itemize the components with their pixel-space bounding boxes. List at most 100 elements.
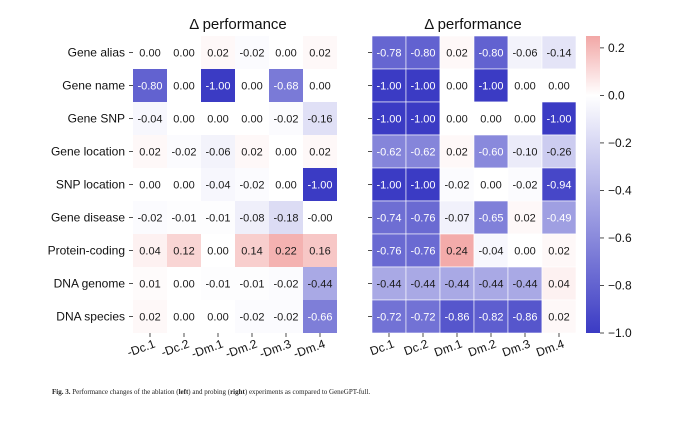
left-cell-value: 0.12 [173,246,194,258]
left-cell [167,300,201,333]
colorbar-tick-label: −0.4 [608,183,632,197]
left-cell-value: 0.00 [173,48,194,60]
left-cell [269,168,303,201]
left-cell-value: -0.06 [205,147,230,159]
row-label: Gene disease [51,211,125,225]
right-cell [473,200,509,235]
left-cell [269,135,303,168]
right-cell [439,101,475,136]
right-cell-value: -1.00 [410,180,435,192]
colorbar-tick-label: −0.8 [608,278,632,292]
right-cell-value: 0.00 [514,114,535,126]
row-label: DNA genome [54,277,126,291]
left-cell [201,36,235,69]
right-cell [541,35,577,70]
left-cell [167,234,201,267]
row-label: DNA species [56,310,125,324]
caption-text-3: ) experiments as compared to GeneGPT-ful… [244,388,371,396]
left-cell-value: -0.02 [239,312,264,324]
right-cell [541,101,577,136]
right-cell [371,167,407,202]
left-cell-value: 0.00 [275,48,296,60]
left-cell-value: 0.22 [275,246,296,258]
left-cell-value: -1.00 [205,81,230,93]
right-cell-value: -0.26 [546,147,571,159]
left-cell [269,36,303,69]
right-cell [405,233,441,268]
right-cell-value: 0.00 [514,81,535,93]
left-col-label: -Dc.1 [125,337,157,360]
left-cell [133,267,167,300]
left-cell [303,168,337,201]
colorbar-tick-label: −1.0 [608,326,632,340]
right-cell [439,200,475,235]
left-col-label: -Dm.4 [292,337,328,361]
right-col-label: Dm.1 [432,337,464,360]
left-cell-value: -1.00 [307,180,332,192]
left-cell [303,102,337,135]
left-cell [269,234,303,267]
right-cell [541,134,577,169]
figure: Δ performance Δ performance 0.00 0.00 0.02… [48,16,632,361]
colorbar-tick-label: −0.6 [608,231,632,245]
right-cell-value: 0.02 [446,147,467,159]
right-cell-value: -0.10 [512,147,537,159]
left-cell-value: 0.00 [275,180,296,192]
right-cell-value: -0.94 [546,180,571,192]
right-cell-value: -0.62 [376,147,401,159]
right-col-label: Dc.2 [402,337,430,359]
left-cell [269,267,303,300]
left-cell-value: 0.02 [207,48,228,60]
left-cell [303,201,337,234]
right-cell [541,200,577,235]
left-cell [201,69,235,102]
left-cell [133,135,167,168]
left-cell [201,234,235,267]
right-cell [439,233,475,268]
right-cell [507,200,543,235]
left-cell [235,168,269,201]
left-cell [269,201,303,234]
right-heatmap: -0.78 -0.80 0.02 -0.80 -0.06 -0.14 -1.00 -1.00 0… [368,35,577,360]
left-cell-value: -0.18 [273,213,298,225]
right-cell-value: -0.44 [444,279,469,291]
left-cell [269,102,303,135]
right-cell-value: -0.14 [546,48,571,60]
left-cell [303,69,337,102]
caption-text-2: ) and probing ( [188,388,231,396]
right-cell [405,134,441,169]
right-cell-value: -1.00 [376,114,401,126]
right-cell-value: 0.02 [446,48,467,60]
right-cell-value: -0.02 [444,180,469,192]
right-cell-value: -0.44 [478,279,503,291]
row-label: Gene SNP [68,112,125,126]
left-cell-value: 0.00 [139,180,160,192]
left-cell [303,234,337,267]
left-cell-value: -0.00 [307,213,332,225]
right-cell-value: 0.00 [480,114,501,126]
right-cell [507,35,543,70]
row-label: SNP location [56,178,125,192]
left-cell-value: -0.02 [171,147,196,159]
left-col-label: -Dm.2 [224,337,260,361]
left-cell-value: 0.01 [139,279,160,291]
left-cell-value: -0.02 [273,114,298,126]
right-cell-value: -0.02 [512,180,537,192]
colorbar-tick-label: −0.2 [608,136,632,150]
right-cell-value: -0.06 [512,48,537,60]
left-cell [167,36,201,69]
right-cell [541,233,577,268]
right-cell [405,167,441,202]
right-cell-value: 0.00 [480,180,501,192]
left-cell [201,201,235,234]
left-heatmap-title: Δ performance [189,16,287,33]
right-cell [439,167,475,202]
figure-caption: Fig. 3. Performance changes of the ablat… [52,388,652,396]
left-cell [235,201,269,234]
right-cell [439,134,475,169]
right-col-label: Dm.4 [534,337,566,360]
left-cell-value: -0.01 [171,213,196,225]
left-cell [167,102,201,135]
left-col-label: -Dm.3 [258,337,294,361]
colorbar: 0.2 0.0 −0.2 −0.4 −0.6 −0.8 −1.0 [586,36,632,340]
